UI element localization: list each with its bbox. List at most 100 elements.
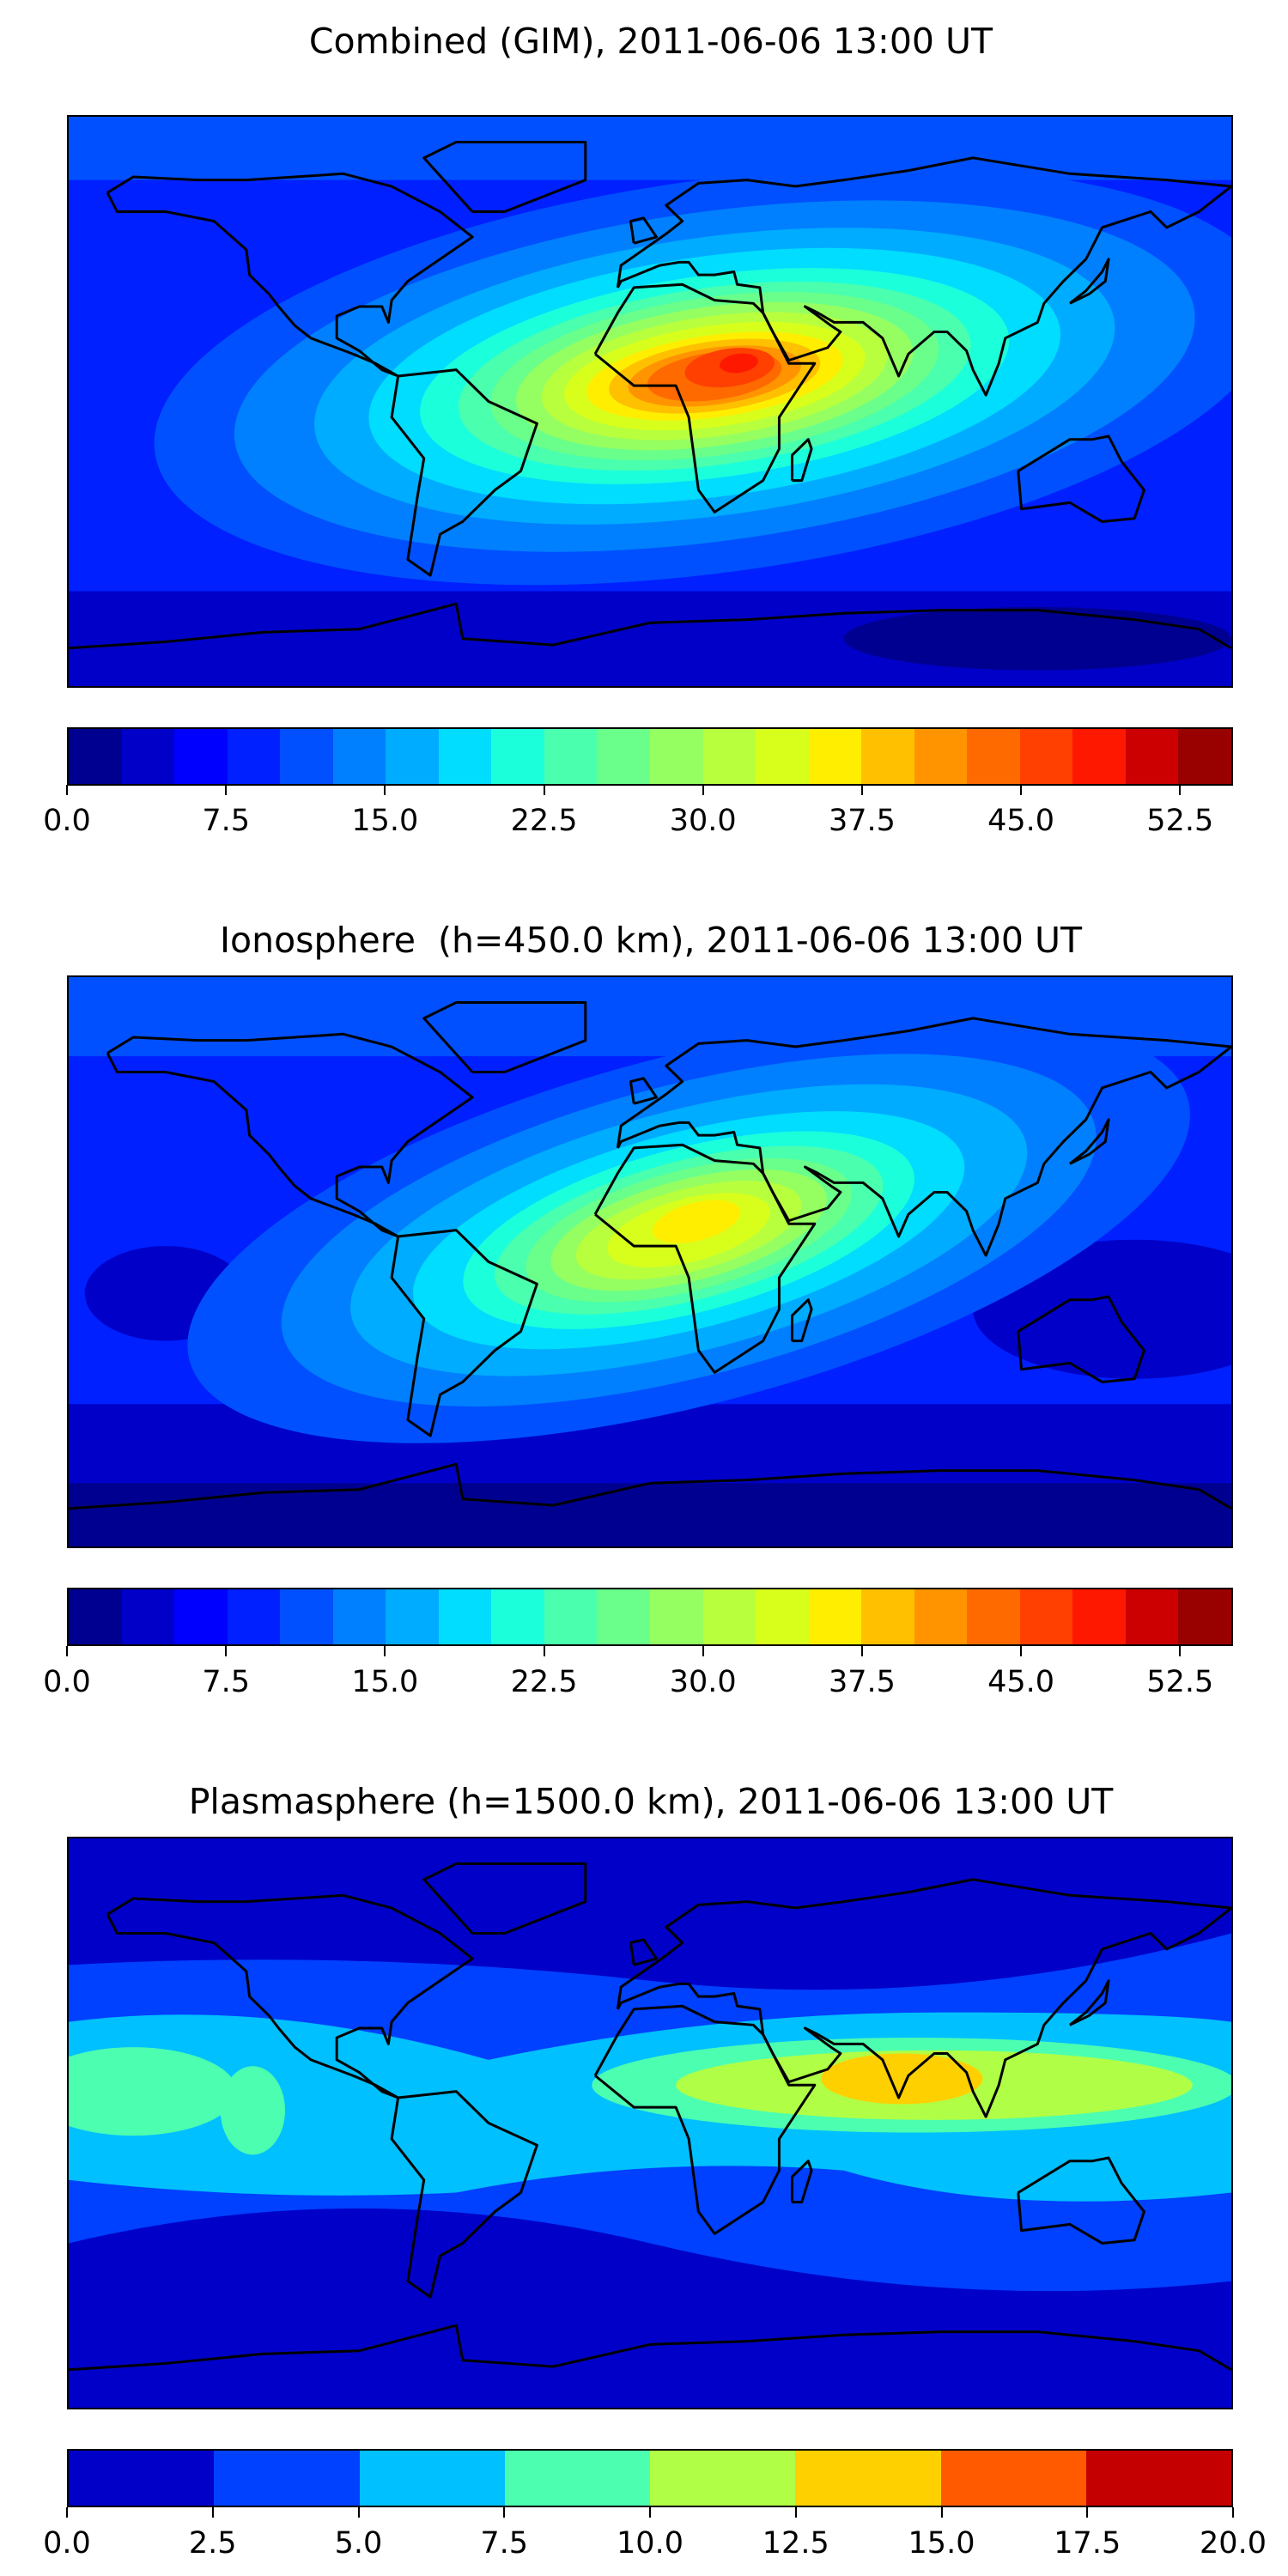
colorbar-tick (702, 1646, 704, 1656)
coastline-australia (1018, 436, 1145, 521)
coastline-uk (630, 218, 656, 243)
colorbar-segment (967, 729, 1020, 784)
colorbar-segment (280, 1589, 333, 1644)
coastline-greenland (424, 1002, 586, 1072)
coastline-madagascar (792, 2161, 811, 2202)
colorbar-tick-label: 12.5 (762, 2526, 829, 2561)
contour-level (821, 2053, 983, 2105)
colorbar-segment (69, 729, 122, 784)
colorbar-segment (1178, 1589, 1232, 1644)
colorbar-tick-label: 22.5 (510, 804, 578, 838)
colorbar-tick-label: 15.0 (351, 804, 419, 838)
contour-level (843, 606, 1231, 671)
map-ionosphere (67, 975, 1233, 1548)
colorbar-segment (967, 1589, 1020, 1644)
colorbar-segment (1019, 729, 1073, 784)
colorbar-tick (1020, 785, 1023, 795)
colorbar-segment (359, 2451, 505, 2506)
colorbar-plasmasphere (67, 2449, 1233, 2507)
colorbar-segment (795, 2451, 941, 2506)
colorbar-tick-label: 52.5 (1146, 804, 1214, 838)
colorbar-tick (357, 2507, 360, 2518)
colorbar-tick-label: 20.0 (1200, 2526, 1267, 2561)
coastline-north-america (107, 173, 472, 376)
field-contours (154, 167, 1231, 586)
colorbar-tick-label: 30.0 (669, 804, 737, 838)
colorbar-tick-label: 7.5 (480, 2526, 529, 2561)
colorbar-tick (1179, 1646, 1182, 1656)
colorbar-segment (650, 729, 703, 784)
colorbar-segment (438, 729, 492, 784)
colorbar-segment (544, 729, 598, 784)
colorbar-segment (121, 729, 175, 784)
colorbar-tick-label: 7.5 (202, 804, 251, 838)
coastline-antarctica (69, 2325, 1231, 2370)
contour-level (69, 2047, 237, 2136)
coastline-greenland (424, 142, 586, 211)
colorbar-tick-label: 30.0 (669, 1665, 737, 1699)
colorbar-segment (1019, 1589, 1073, 1644)
colorbar-segment (861, 1589, 914, 1644)
coastline-madagascar (792, 440, 811, 481)
colorbar-tick (794, 2507, 797, 2518)
coastline-uk (630, 1078, 656, 1103)
colorbar-ticks-ionosphere: 0.0 7.5 15.0 22.5 30.0 37.5 45.0 52.5 (43, 1646, 1233, 1699)
colorbar-tick-label: 0.0 (43, 2526, 91, 2561)
colorbar-tick-label: 45.0 (987, 1665, 1055, 1699)
colorbar-tick (702, 785, 704, 795)
colorbar-segment (914, 1589, 968, 1644)
map-combined (67, 115, 1233, 688)
coastline-south-america (392, 1230, 537, 1436)
colorbar-segment (227, 729, 281, 784)
colorbar-segment (808, 729, 862, 784)
colorbar-segment (491, 1589, 544, 1644)
colorbar-tick-label: 15.0 (351, 1665, 419, 1699)
colorbar-ticks-combined: 0.0 7.5 15.0 22.5 30.0 37.5 45.0 52.5 (43, 785, 1233, 838)
colorbar-segment (438, 1589, 492, 1644)
colorbar-segment (491, 729, 544, 784)
colorbar-segment (702, 729, 756, 784)
colorbar-ticks-plasmasphere: 0.0 2.5 5.0 7.5 10.0 12.5 15.0 17.5 20.0 (43, 2507, 1267, 2561)
colorbar-tick-label: 37.5 (828, 1665, 896, 1699)
colorbar-tick (940, 2507, 943, 2518)
coastline-africa (595, 1145, 815, 1372)
coastline-eurasia (617, 1880, 1231, 2117)
contour-level (220, 2066, 285, 2155)
colorbar-tick (1086, 2507, 1089, 2518)
colorbar-tick (211, 2507, 214, 2518)
coastline-japan (1070, 1120, 1109, 1164)
colorbar-tick (1232, 2507, 1234, 2518)
coastline-eurasia (617, 158, 1231, 395)
colorbar-tick (649, 2507, 651, 2518)
colorbar-segment (504, 2451, 650, 2506)
colorbar-segment (1125, 1589, 1179, 1644)
colorbar-tick-label: 0.0 (43, 1665, 91, 1699)
colorbar-tick (503, 2507, 506, 2518)
colorbar-segment (544, 1589, 598, 1644)
colorbar-segment (174, 729, 228, 784)
colorbar-tick-label: 2.5 (188, 2526, 237, 2561)
colorbar-segment (227, 1589, 281, 1644)
colorbar-segment (808, 1589, 862, 1644)
colorbar-tick (543, 785, 545, 795)
colorbar-tick-label: 52.5 (1146, 1665, 1214, 1699)
colorbar-tick (66, 2507, 68, 2518)
coastline-antarctica (69, 1464, 1231, 1509)
coastline-japan (1070, 1981, 1109, 2026)
colorbar-tick (384, 785, 386, 795)
coastline-south-america (392, 2092, 537, 2297)
coastline-madagascar (792, 1300, 811, 1341)
coastline-africa (595, 284, 815, 512)
colorbar-segment (940, 2451, 1086, 2506)
colorbar-segment (1178, 729, 1232, 784)
colorbar-segment (597, 1589, 651, 1644)
colorbar-segment (597, 729, 651, 784)
title-ionosphere: Ionosphere (h=450.0 km), 2011-06-06 13:0… (219, 920, 1083, 961)
coastline-north-america (107, 1034, 472, 1236)
colorbar-segment (1125, 729, 1179, 784)
colorbar-tick (860, 1646, 863, 1656)
colorbar-tick (543, 1646, 545, 1656)
coastline-greenland (424, 1863, 586, 1933)
colorbar-tick (66, 785, 68, 795)
colorbar-segment (1072, 1589, 1126, 1644)
